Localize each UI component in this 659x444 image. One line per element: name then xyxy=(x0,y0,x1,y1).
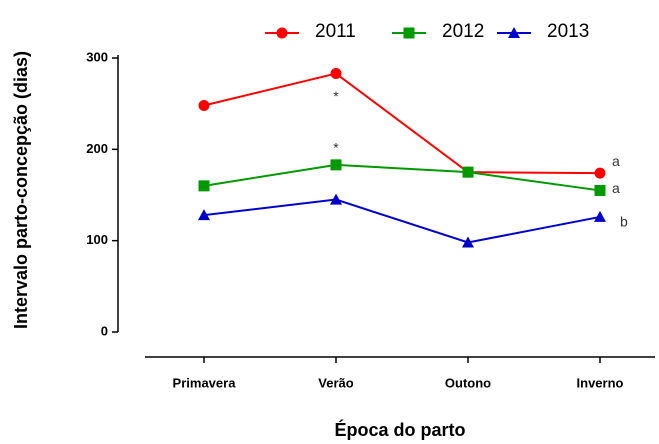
marker xyxy=(594,184,606,196)
y-tick-label: 100 xyxy=(86,232,108,247)
line xyxy=(203,163,601,192)
annotation: a xyxy=(612,153,620,169)
legend-label: 2011 xyxy=(315,21,356,42)
x-tick-label: Primavera xyxy=(173,375,237,390)
x-tick-label: Verão xyxy=(318,375,353,390)
marker xyxy=(330,68,342,80)
y-tick-label: 0 xyxy=(101,323,108,338)
legend-label: 2013 xyxy=(547,21,589,42)
marker xyxy=(594,210,606,222)
marker xyxy=(198,209,210,221)
marker xyxy=(198,99,210,111)
marker xyxy=(594,167,606,179)
annotation: * xyxy=(333,140,339,156)
line xyxy=(203,198,601,244)
x-tick-label: Inverno xyxy=(577,375,624,390)
x-tick-label: Outono xyxy=(445,375,491,390)
line xyxy=(203,72,601,175)
annotation: b xyxy=(620,214,628,230)
marker xyxy=(330,159,342,171)
y-tick-label: 200 xyxy=(86,141,108,156)
marker xyxy=(508,27,520,38)
y-tick-label: 300 xyxy=(86,49,108,64)
annotation: * xyxy=(333,88,339,104)
y-axis-title: Intervalo parto-concepção (dias) xyxy=(11,51,31,329)
marker xyxy=(198,180,210,192)
marker xyxy=(462,236,474,248)
marker xyxy=(276,27,288,39)
legend-label: 2012 xyxy=(442,21,484,42)
x-axis-title: Época do parto xyxy=(334,419,465,440)
marker xyxy=(330,193,342,205)
annotation: a xyxy=(612,180,620,196)
marker xyxy=(462,166,474,178)
marker xyxy=(403,27,415,39)
